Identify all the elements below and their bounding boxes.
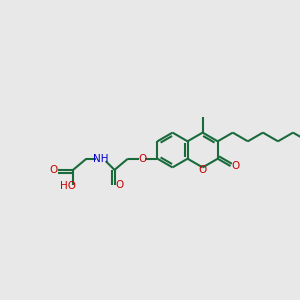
Text: O: O: [50, 165, 58, 175]
Text: O: O: [115, 180, 123, 190]
Text: O: O: [232, 161, 240, 171]
Text: O: O: [139, 154, 147, 164]
Text: HO: HO: [60, 181, 76, 190]
Text: NH: NH: [93, 154, 109, 164]
Text: O: O: [199, 165, 207, 175]
